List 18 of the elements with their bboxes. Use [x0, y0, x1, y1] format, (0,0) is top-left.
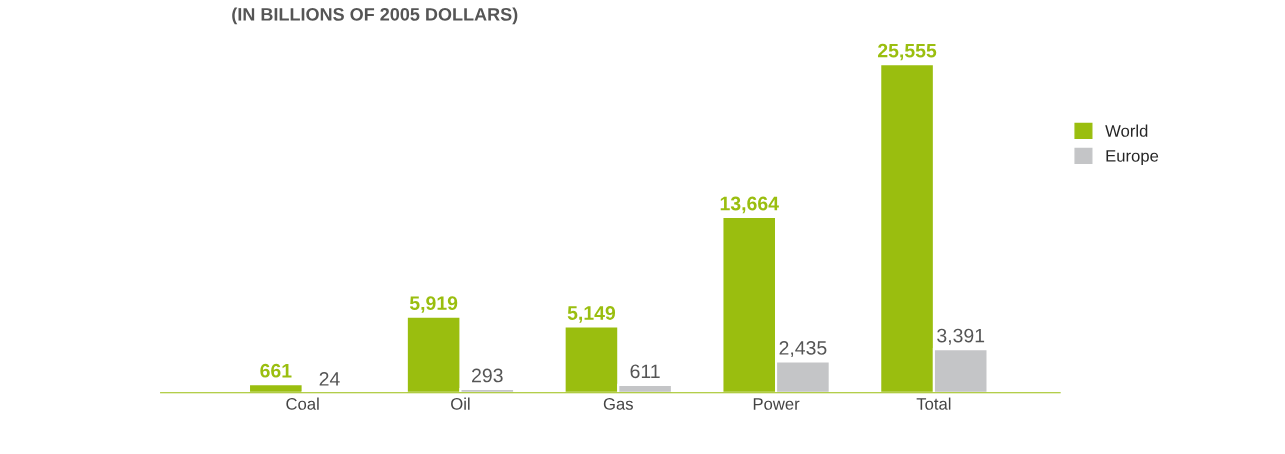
- data-label: 13,664: [720, 196, 779, 214]
- data-label: 3,391: [937, 328, 985, 345]
- x-tick-label: Gas: [603, 398, 633, 410]
- x-tick-label: Oil: [451, 397, 470, 410]
- data-label: 611: [630, 364, 660, 379]
- data-label: 5,919: [409, 296, 458, 313]
- x-tick-label: Coal: [286, 397, 319, 410]
- data-label: 24: [319, 372, 340, 386]
- data-label: 661: [260, 363, 292, 378]
- x-tick-label: Total: [916, 397, 951, 410]
- data-label: 5,149: [567, 306, 616, 323]
- x-tick-label: Power: [753, 398, 800, 410]
- data-label: 25,555: [877, 43, 937, 61]
- chart-subtitle: (IN BILLIONS OF 2005 DOLLARS): [232, 7, 518, 25]
- data-label: 2,435: [779, 341, 827, 358]
- legend-label: World: [1105, 124, 1148, 137]
- data-label: 293: [472, 368, 503, 383]
- legend-label: Europe: [1106, 150, 1159, 166]
